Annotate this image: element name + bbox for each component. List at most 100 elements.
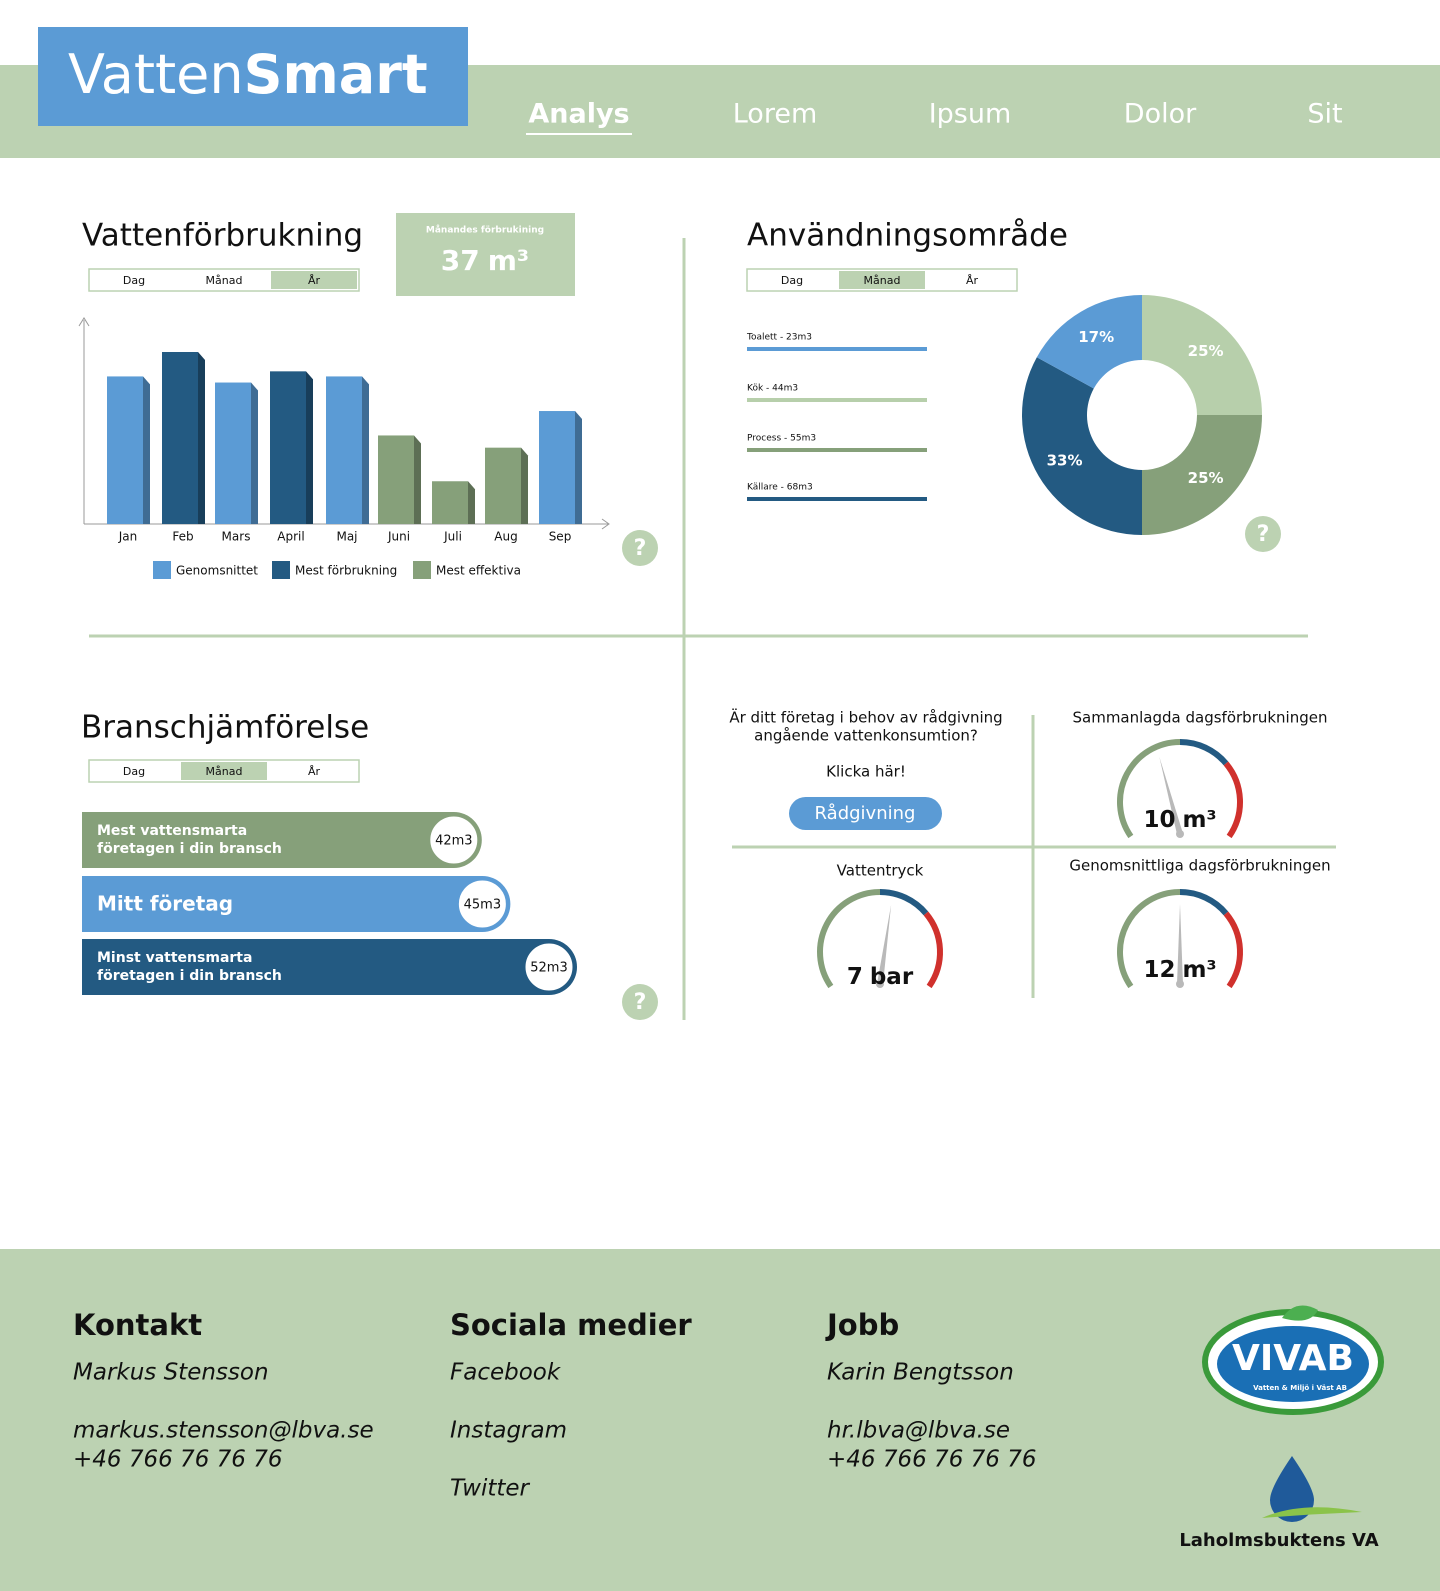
comparison-label: företagen i din bransch: [97, 841, 282, 857]
donut-segment: [1036, 295, 1142, 389]
tab-selected[interactable]: [271, 271, 357, 289]
x-tick-label: Maj: [336, 530, 357, 544]
gauge-arc: [1179, 889, 1229, 916]
nav-item[interactable]: Ipsum: [929, 99, 1012, 130]
y-axis-arrow: [78, 317, 90, 327]
x-tick-label: Jan: [118, 530, 138, 544]
donut-label: 25%: [1188, 469, 1224, 487]
help-icon-label[interactable]: ?: [634, 536, 647, 561]
help-icon[interactable]: [1245, 516, 1281, 552]
footer-item: Markus Stensson: [73, 1360, 269, 1386]
bar-side: [468, 481, 475, 524]
footer-item: Karin Bengtsson: [827, 1360, 1014, 1386]
logo-light: Vatten: [68, 43, 244, 106]
bar-side: [306, 371, 313, 524]
tab[interactable]: År: [308, 274, 321, 287]
gauge-unit: bar: [870, 964, 914, 990]
bar: [162, 352, 198, 524]
x-axis-arrow: [601, 518, 610, 530]
bar-side: [198, 352, 205, 524]
tab[interactable]: Månad: [206, 765, 243, 778]
nav-item[interactable]: Lorem: [733, 99, 818, 130]
stat-label: Månandes förbrukining: [426, 225, 544, 236]
gauge-needle: [877, 904, 892, 985]
comparison-label: Minst vattensmarta: [97, 950, 252, 966]
usage-label: Kök - 44m3: [747, 384, 798, 394]
stat-number: 37: [441, 244, 480, 277]
bar-shade: [414, 435, 421, 524]
gauge-arc: [1117, 889, 1181, 989]
bar-shade: [143, 376, 150, 524]
comparison-value: 42m3: [435, 834, 472, 849]
bar: [326, 376, 362, 524]
tab[interactable]: Månad: [206, 274, 243, 287]
footer-heading: Jobb: [825, 1308, 899, 1342]
comparison-badge: [455, 877, 509, 931]
advice-button-label[interactable]: Rådgivning: [815, 803, 916, 824]
stat-box: [396, 213, 575, 296]
footer-item: markus.stensson@lbva.se: [73, 1418, 374, 1444]
footer-item: +46 766 76 76 76: [827, 1447, 1036, 1473]
comparison-bar: [82, 939, 577, 995]
nav-item[interactable]: Dolor: [1124, 99, 1197, 130]
advice-prompt: Klicka här!: [826, 763, 906, 781]
tab-bar: [746, 268, 1018, 292]
logo: VattenSmart: [68, 43, 428, 106]
gauge-pivot: [876, 980, 884, 988]
x-tick-label: Sep: [549, 530, 572, 544]
section-title: Användningsområde: [747, 218, 1068, 254]
stat-unit: m³: [488, 244, 529, 277]
tab[interactable]: Dag: [781, 274, 803, 287]
nav-item[interactable]: Analys: [528, 99, 629, 130]
donut-segment: [1142, 415, 1262, 535]
bar: [539, 411, 575, 524]
tab[interactable]: År: [966, 274, 979, 287]
gauge-title: Vattentryck: [837, 862, 924, 880]
tab[interactable]: Dag: [123, 274, 145, 287]
gauge-pivot: [1176, 830, 1184, 838]
usage-label: Källare - 68m3: [747, 483, 813, 493]
laholm-logo: Laholmsbuktens VA: [1179, 1530, 1378, 1551]
help-icon-label[interactable]: ?: [1257, 522, 1270, 547]
laholm-wave: [1262, 1507, 1362, 1518]
gauge-arc: [1179, 739, 1229, 766]
donut-label: 17%: [1078, 328, 1114, 346]
section-title: Vattenförbrukning: [82, 218, 363, 254]
footer-item[interactable]: Twitter: [450, 1476, 531, 1502]
donut-segment: [1021, 357, 1142, 535]
tab-bar: [88, 268, 360, 292]
gauge-needle: [1159, 756, 1183, 835]
tab-selected[interactable]: [181, 762, 267, 780]
help-icon[interactable]: [622, 984, 658, 1020]
gauge-needle: [1177, 904, 1183, 984]
usage-label: Process - 55m3: [747, 434, 816, 444]
help-icon[interactable]: [622, 530, 658, 566]
footer: [0, 1249, 1440, 1591]
x-tick-label: Feb: [172, 530, 193, 544]
comparison-bar: [82, 876, 511, 932]
footer-item[interactable]: Instagram: [450, 1418, 567, 1444]
gauge-unit: m³: [1182, 957, 1216, 983]
tab[interactable]: År: [308, 765, 321, 778]
bar-shade: [468, 481, 475, 524]
laholm-drop: [1270, 1456, 1314, 1522]
vivab-subtitle: Vatten & Miljö i Väst AB: [1253, 1384, 1347, 1392]
vivab-leaf: [1282, 1305, 1318, 1321]
legend-label: Genomsnittet: [176, 564, 258, 578]
advice-question: angående vattenkonsumtion?: [754, 727, 978, 745]
stat-value: 37 m³: [441, 244, 529, 277]
tab[interactable]: Månad: [864, 274, 901, 287]
advice-button[interactable]: [789, 797, 942, 830]
tab[interactable]: Dag: [123, 765, 145, 778]
gauge-pivot: [1176, 980, 1184, 988]
tab-selected[interactable]: [839, 271, 925, 289]
gauge-value: 7 bar: [847, 964, 914, 990]
help-icon-label[interactable]: ?: [634, 990, 647, 1015]
footer-item[interactable]: Facebook: [450, 1360, 562, 1386]
gauge-arc: [1223, 761, 1243, 839]
bar: [270, 371, 306, 524]
nav-item[interactable]: Sit: [1307, 99, 1342, 130]
legend-swatch: [413, 561, 431, 579]
advice-question: Är ditt företag i behov av rådgivning: [729, 708, 1002, 727]
usage-label: Toalett - 23m3: [746, 333, 812, 343]
